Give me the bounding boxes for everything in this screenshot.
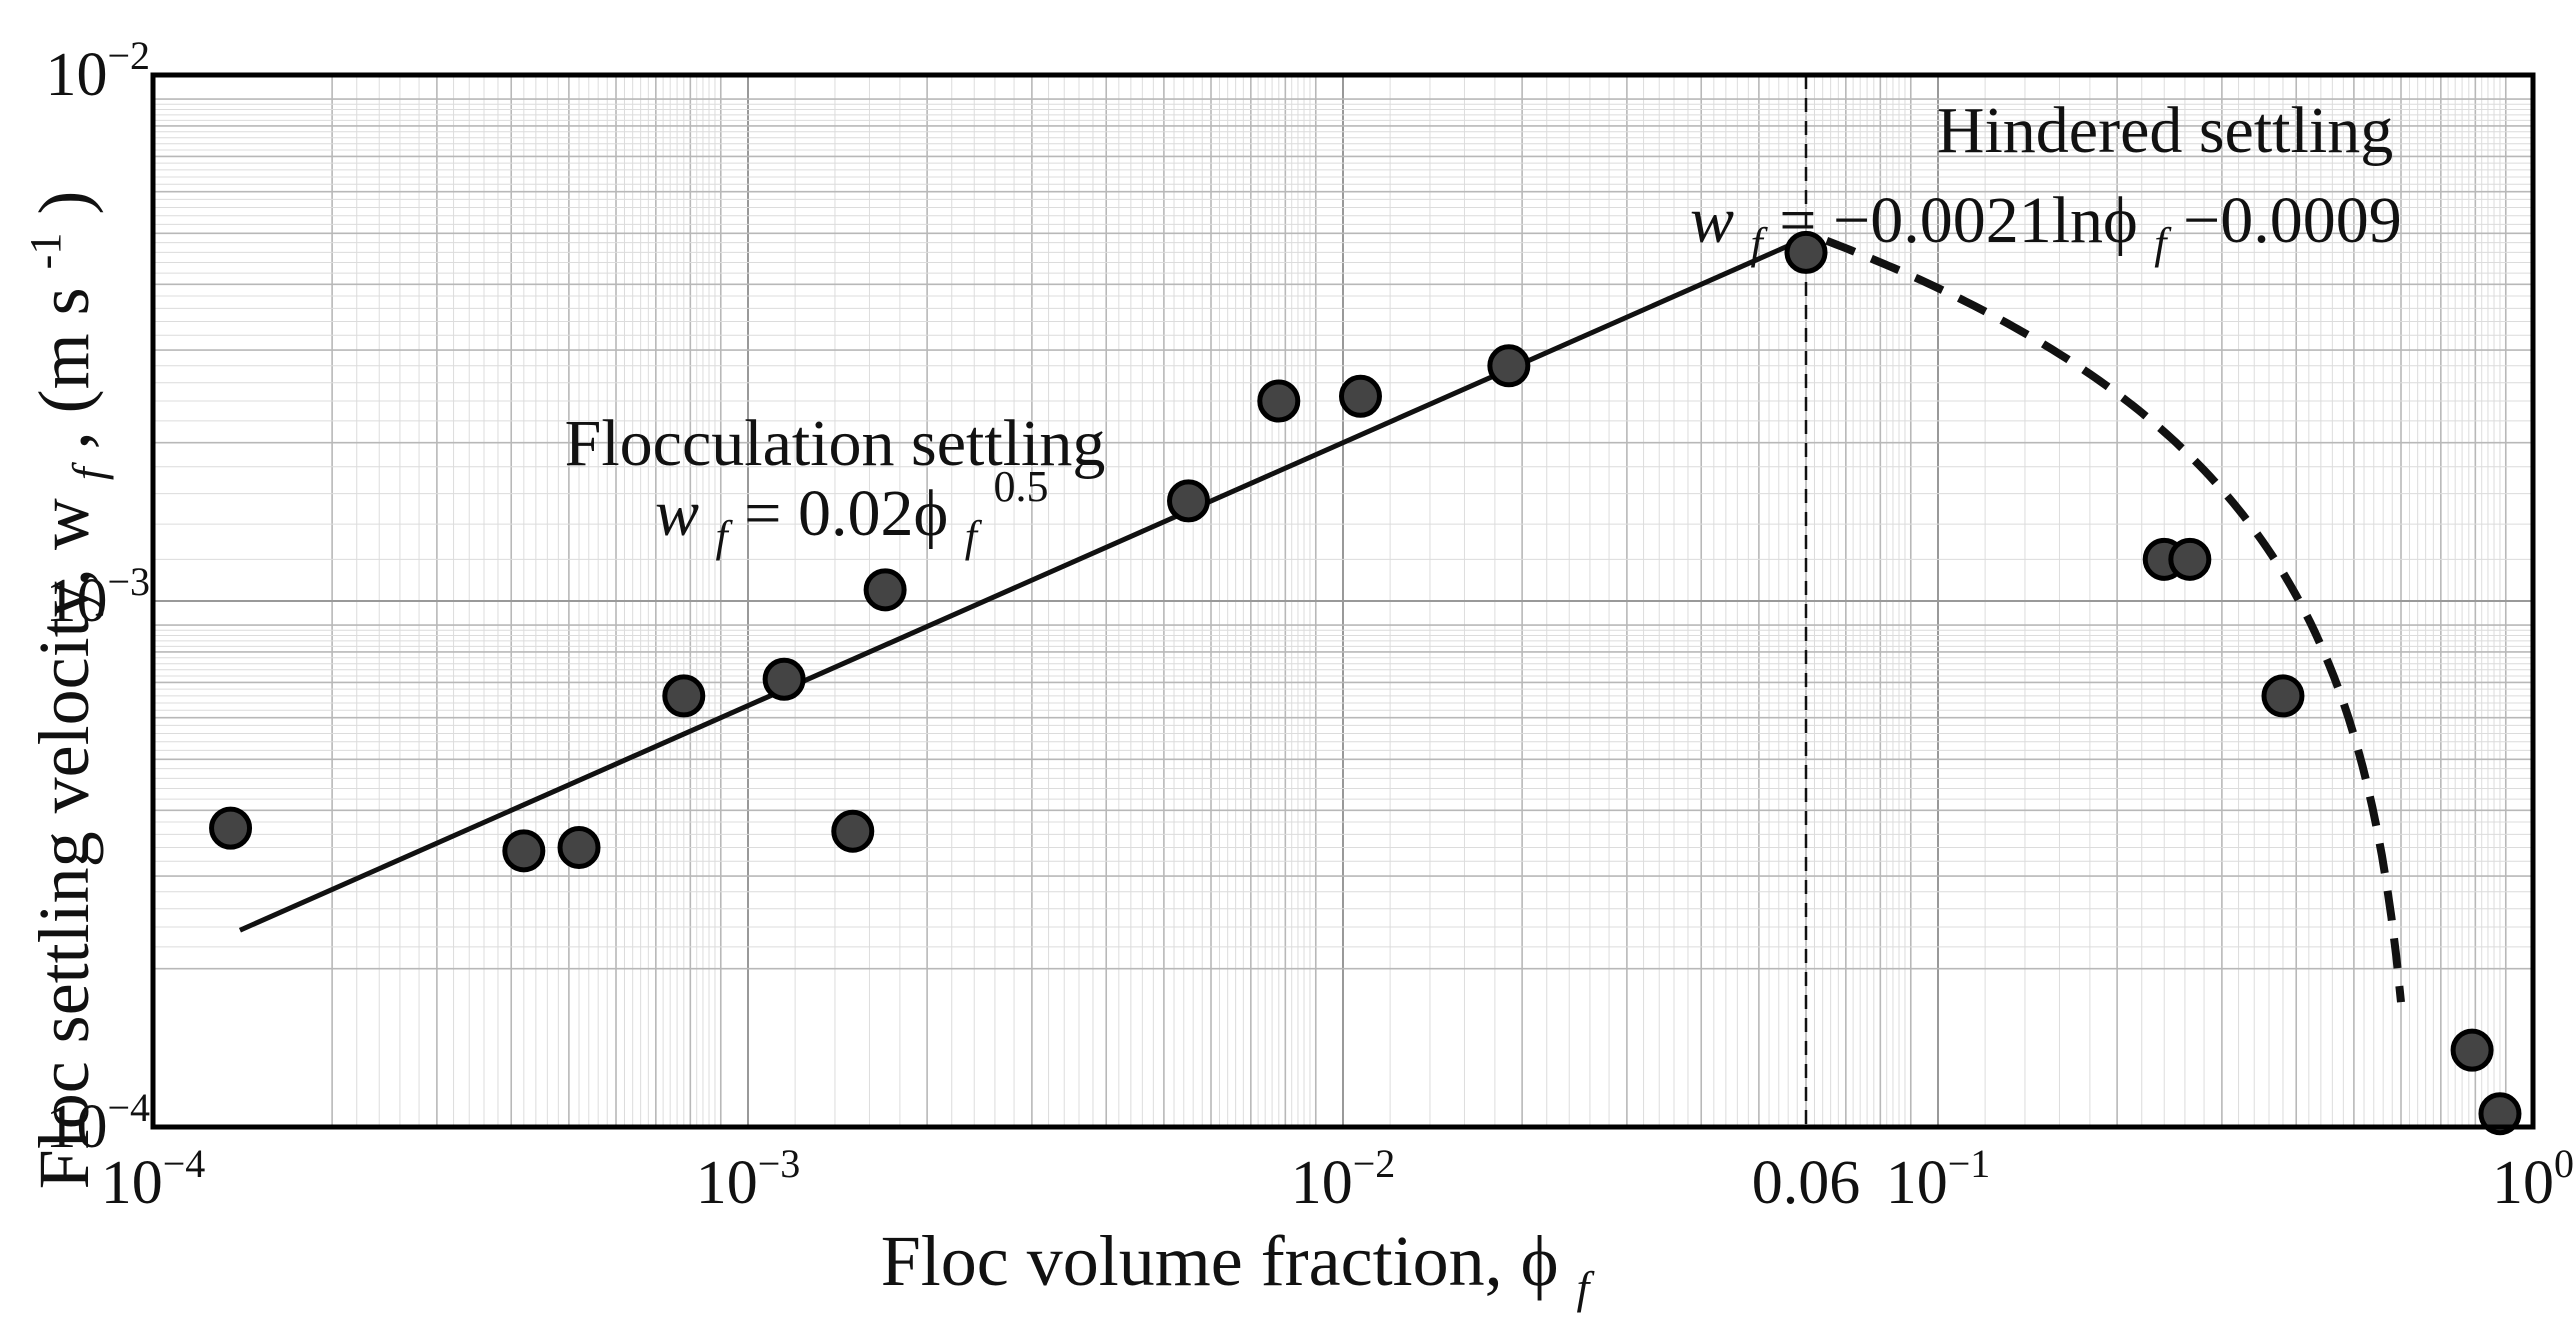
x-tick-label: 0.06 [1752,1149,1861,1217]
plot-frame [150,72,2536,1130]
data-point [662,674,706,718]
x-tick-base: 10 [2492,1149,2554,1217]
x-tick-exponent: −3 [758,1141,801,1186]
x-tick-exponent: 0 [2554,1141,2573,1186]
flocculation-fit-line [238,235,1808,933]
hindered-eq-sub2: f [2154,219,2172,268]
y-tick-exponent: −2 [107,33,150,78]
flocculation-eq-sub: f [716,512,734,561]
flocculation-eq-sub2: f [965,512,983,561]
flocculation-eq-lhs: w [655,477,699,550]
y-axis-title-end: ) [24,191,104,215]
hindered-fit-curve [1825,237,2405,1003]
data-point [1487,344,1531,388]
hindered-title: Hindered settling [1937,94,2393,167]
x-tick-label: 10−4 [101,1141,206,1217]
data-point [502,829,546,873]
hindered-eq-sub: f [1751,219,1769,268]
x-tick-base: 10 [1886,1149,1948,1217]
x-tick-base: 0.06 [1752,1149,1861,1217]
flocculation-title: Flocculation settling [565,407,1106,480]
data-point [831,809,875,853]
y-tick-label: 10−4 [45,1085,150,1161]
flocculation-equation: w f = 0.02ϕ f 0.5 [655,462,1048,566]
x-tick-base: 10 [101,1149,163,1217]
flocculation-eq-sup: 0.5 [993,462,1048,511]
hindered-eq-mid: = −0.0021lnϕ [1779,184,2138,257]
y-tick-base: 10 [45,567,107,635]
y-tick-base: 10 [45,1093,107,1161]
x-axis-title-sub: f [1576,1262,1595,1313]
y-tick-base: 10 [45,41,107,109]
y-axis-title: Floc settling velocity, w f , (m s -1 ) [0,191,120,1190]
data-point [1784,230,1828,274]
fit-lines [238,75,2405,1127]
data-point [2478,1092,2522,1136]
y-axis-title-sup: -1 [21,233,70,270]
y-axis-title-sub: f [63,461,114,480]
data-point [557,825,601,869]
x-tick-exponent: −2 [1353,1141,1396,1186]
data-points [209,230,2522,1136]
data-point [1338,374,1382,418]
data-point [762,657,806,701]
x-axis-title: Floc volume fraction, ϕ f [881,1221,1596,1313]
hindered-eq-end: −0.0009 [2183,184,2402,257]
y-axis-title-units: , (m s [24,287,104,449]
hindered-eq-lhs: w [1690,184,1734,257]
y-axis-title-main: Floc settling velocity, w [24,498,104,1189]
data-point [863,568,907,612]
y-tick-exponent: −4 [107,1085,150,1130]
data-point [2168,537,2212,581]
y-tick-exponent: −3 [107,559,150,604]
y-tick-label: 10−2 [45,33,150,109]
x-axis-title-main: Floc volume fraction, ϕ [881,1221,1559,1301]
data-point [1167,479,1211,523]
data-point [209,806,253,850]
data-point [2261,674,2305,718]
data-point [2450,1028,2494,1072]
data-point [1257,379,1301,423]
x-tick-base: 10 [1291,1149,1353,1217]
x-tick-exponent: −4 [163,1141,206,1186]
y-tick-label: 10−3 [45,559,150,635]
x-tick-exponent: −1 [1948,1141,1991,1186]
x-tick-label: 10−1 [1886,1141,1991,1217]
x-tick-base: 10 [696,1149,758,1217]
grid [153,75,2533,1127]
x-tick-label: 100 [2492,1141,2573,1217]
hindered-equation: w f = −0.0021lnϕ f −0.0009 [1690,184,2402,273]
x-tick-label: 10−3 [696,1141,801,1217]
flocculation-eq-mid: = 0.02ϕ [744,477,948,550]
x-tick-label: 10−2 [1291,1141,1396,1217]
